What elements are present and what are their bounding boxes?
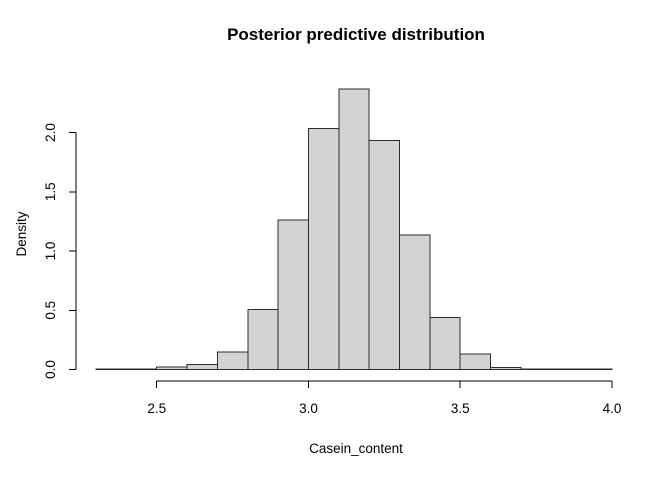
histogram-bar	[186, 364, 218, 370]
histogram-bar	[307, 127, 340, 370]
histogram-bar	[459, 353, 492, 371]
histogram-bar	[490, 366, 522, 370]
histogram-bars	[95, 88, 613, 371]
histogram-bar	[368, 139, 401, 370]
x-axis-tick-label: 4.0	[603, 401, 622, 416]
y-axis-tick-label: 0.0	[43, 360, 58, 379]
histogram-bar	[216, 351, 249, 370]
y-axis-tick-label: 1.0	[43, 242, 58, 261]
y-axis-tick-label: 1.5	[43, 182, 58, 201]
y-axis-tick-label: 2.0	[43, 123, 58, 142]
y-axis-label: Density	[14, 211, 29, 256]
x-axis: 2.5 3.0 3.5 4.0	[147, 380, 622, 416]
x-axis-tick-label: 2.5	[147, 401, 166, 416]
histogram-bar	[156, 366, 188, 371]
histogram-bar	[338, 88, 370, 370]
histogram-bar	[125, 368, 158, 371]
histogram-bar	[247, 309, 279, 371]
histogram-bar	[429, 317, 461, 370]
histogram-bar	[399, 234, 431, 370]
histogram-bar	[277, 219, 309, 370]
x-axis-label: Casein_content	[309, 441, 403, 456]
y-axis-tick-label: 0.5	[43, 301, 58, 320]
x-axis-tick-label: 3.5	[451, 401, 470, 416]
y-axis: 0.0 0.5 1.0 1.5 2.0	[43, 123, 77, 379]
x-axis-tick-label: 3.0	[299, 401, 318, 416]
plot-title: Posterior predictive distribution	[227, 25, 485, 44]
